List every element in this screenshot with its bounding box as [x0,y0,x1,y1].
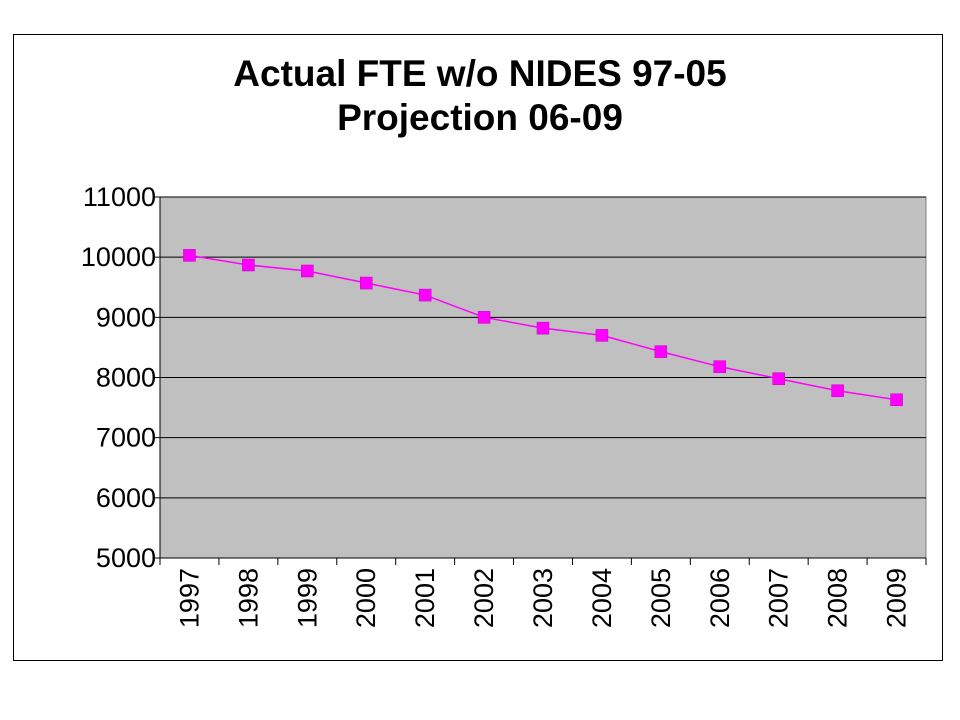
x-tick-label: 2005 [646,568,676,628]
data-point-marker [536,321,550,335]
data-point-marker [301,264,314,278]
x-tick-label: 2004 [587,568,617,628]
x-tick-label: 1999 [292,568,322,628]
data-point-marker [595,329,609,342]
x-tick-label: 2009 [882,568,912,628]
x-tick-label: 2006 [705,568,735,628]
x-tick-label: 2001 [410,568,440,628]
chart-title-line-1: Actual FTE w/o NIDES 97-05 [233,53,727,94]
data-point-marker [418,288,432,302]
x-tick-label: 1997 [174,568,204,628]
y-tick-label: 11000 [83,182,156,212]
y-tick-label: 5000 [96,543,156,573]
data-point-marker [242,258,255,272]
x-tick-label: 2003 [528,568,558,628]
chart-title: Actual FTE w/o NIDES 97-05 Projection 06… [0,52,960,140]
y-tick-label: 8000 [96,363,156,393]
y-tick-label: 9000 [96,302,156,332]
data-point-marker [772,372,785,385]
x-tick-label: 2007 [764,568,794,628]
chart-title-line-2: Projection 06-09 [337,97,623,138]
y-tick-label: 7000 [96,423,156,453]
data-point-marker [359,276,373,290]
x-tick-label: 2000 [351,568,381,628]
data-point-marker [654,345,668,358]
data-point-marker [477,311,491,324]
data-point-marker [713,360,727,373]
data-point-marker [183,249,196,262]
x-tick-label: 1998 [233,568,263,628]
x-tick-label: 2008 [823,568,853,628]
data-point-marker [831,384,844,397]
y-tick-label: 10000 [81,242,156,272]
y-tick-label: 6000 [96,483,156,513]
data-point-marker [890,393,903,407]
x-tick-label: 2002 [469,568,499,628]
